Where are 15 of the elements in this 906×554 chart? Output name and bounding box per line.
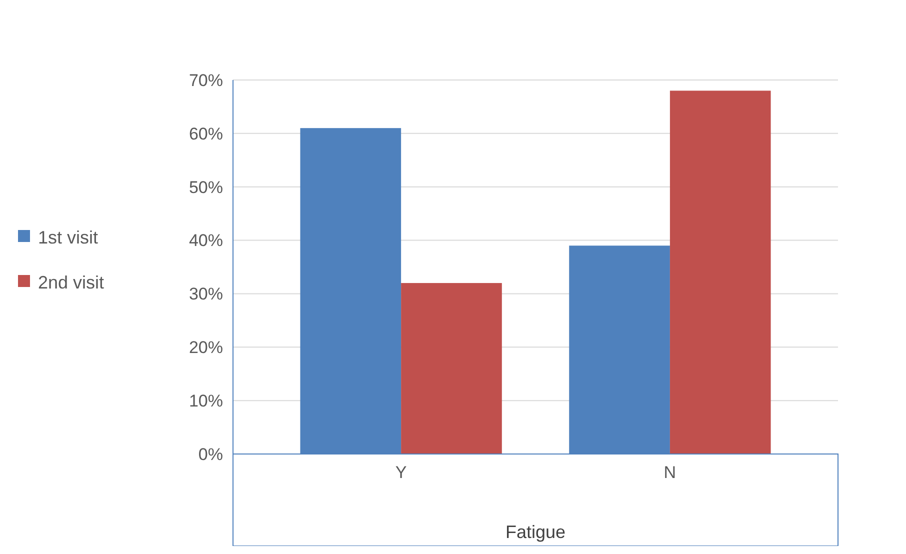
y-tick-label: 50% <box>188 178 223 197</box>
legend-label: 1st visit <box>38 227 98 248</box>
x-tick-label: Y <box>395 463 407 482</box>
y-tick-label: 60% <box>188 124 223 144</box>
y-tick-label: 10% <box>188 392 223 411</box>
legend-label: 2nd visit <box>38 272 104 292</box>
bar <box>670 90 771 454</box>
y-tick-label: 20% <box>188 338 223 358</box>
x-tick-label: N <box>664 463 676 482</box>
y-tick-label: 30% <box>188 284 223 304</box>
y-tick-label: 70% <box>188 70 223 90</box>
y-tick-label: 0% <box>198 444 223 464</box>
y-tick-label: 40% <box>188 231 223 250</box>
x-axis-title: Fatigue <box>505 522 566 542</box>
bar <box>401 283 502 454</box>
